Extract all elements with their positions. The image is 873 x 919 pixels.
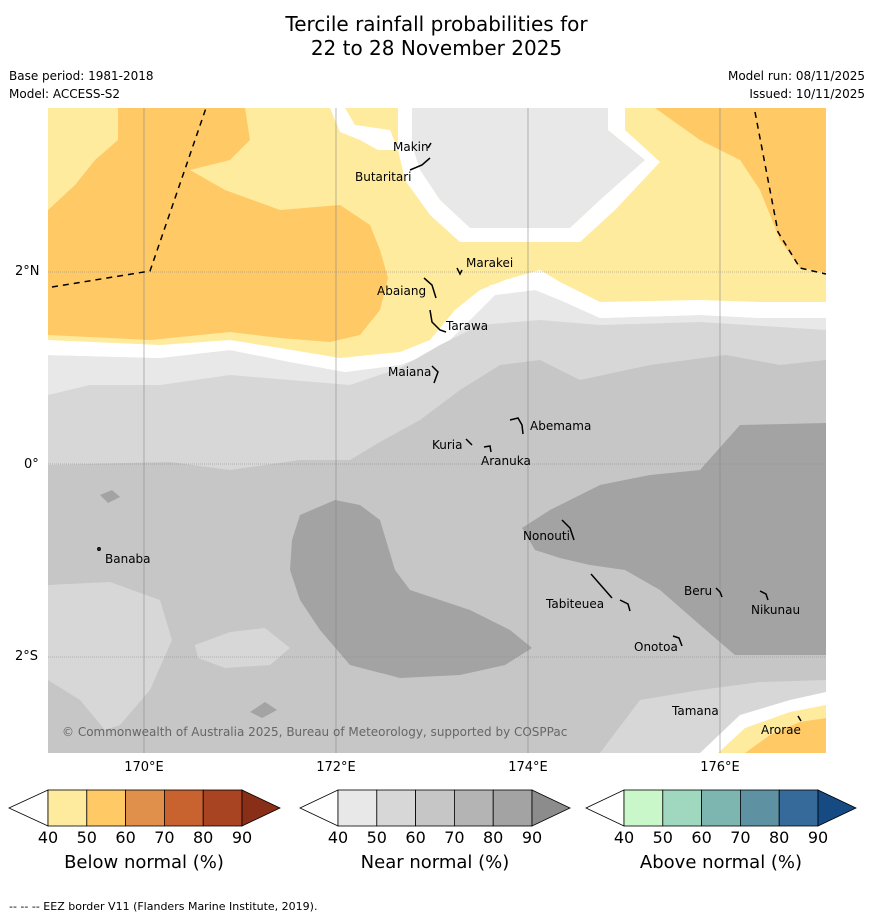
label-tabiteuea: Tabiteuea <box>545 597 604 611</box>
cbar-near-1 <box>337 789 378 827</box>
below-50-60-region-east <box>655 108 826 272</box>
island-outlines <box>97 142 802 722</box>
cbar-below-tick: 80 <box>193 828 214 847</box>
label-beru: Beru <box>684 584 712 598</box>
cbar-below-tick: 50 <box>76 828 97 847</box>
cbar-below-tick: 40 <box>37 828 59 847</box>
meta-right: Model run: 08/11/2025 Issued: 10/11/2025 <box>728 67 865 103</box>
colorbar-above <box>585 789 857 827</box>
cbar-above-tick: 90 <box>807 828 829 847</box>
near-70-80-region-central <box>290 500 532 678</box>
lat-label-2n: 2°N <box>15 264 40 279</box>
label-marakei: Marakei <box>466 256 513 270</box>
cbar-near-2 <box>376 789 416 827</box>
base-period: Base period: 1981-2018 <box>9 69 154 83</box>
label-arorae: Arorae <box>761 723 801 737</box>
cbar-above-4 <box>740 789 780 827</box>
map-title: Tercile rainfall probabilities for 22 to… <box>0 12 873 60</box>
lat-label-0: 0° <box>24 457 39 472</box>
title-line-2: 22 to 28 November 2025 <box>310 36 563 60</box>
cbar-above-under <box>585 789 625 827</box>
eez-border-west <box>51 107 207 288</box>
cbar-below-tick: 60 <box>115 828 136 847</box>
cbar-near-tick: 90 <box>521 828 543 847</box>
cbar-near-under <box>299 789 339 827</box>
label-butaritari: Butaritari <box>355 170 412 184</box>
cbar-above-tick: 50 <box>652 828 673 847</box>
graticule <box>48 108 826 753</box>
cbar-near-4 <box>453 789 494 827</box>
lon-label-176e: 176°E <box>700 760 740 775</box>
cbar-above-tick: 70 <box>730 828 751 847</box>
lon-label-172e: 172°E <box>316 760 356 775</box>
lon-label-170e: 170°E <box>124 760 164 775</box>
cbar-below-title: Below normal (%) <box>64 852 224 873</box>
near-70-80-region-east <box>522 423 826 655</box>
label-abemama: Abemama <box>530 419 591 433</box>
cbar-near-tick: 80 <box>483 828 504 847</box>
near-50-60-region-southwest <box>48 582 172 730</box>
label-abaiang: Abaiang <box>377 284 426 298</box>
below-50-60-region-west <box>48 108 388 342</box>
cbar-near-tick: 50 <box>366 828 387 847</box>
cbar-below-4 <box>163 789 204 827</box>
cbar-below-over <box>241 789 281 827</box>
label-makin: Makin <box>393 140 429 154</box>
cbar-above-1 <box>623 789 664 827</box>
cbar-near-title: Near normal (%) <box>360 852 510 873</box>
label-nikunau: Nikunau <box>751 603 800 617</box>
lon-label-174e: 174°E <box>508 760 548 775</box>
cbar-above-tick: 80 <box>769 828 790 847</box>
cbar-above-3 <box>701 789 741 827</box>
colorbar-below <box>8 789 281 827</box>
cbar-near-tick: 60 <box>405 828 426 847</box>
model-name: Model: ACCESS-S2 <box>9 87 121 101</box>
label-maiana: Maiana <box>388 365 431 379</box>
lat-label-2s: 2°S <box>15 649 39 664</box>
cbar-near-tick: 70 <box>444 828 465 847</box>
label-onotoa: Onotoa <box>634 640 678 654</box>
near-40-50-region-north <box>412 108 645 228</box>
cbar-below-5 <box>202 789 243 827</box>
issued-date: Issued: 10/11/2025 <box>749 87 865 101</box>
label-tamana: Tamana <box>671 704 719 718</box>
cbar-near-5 <box>492 789 533 827</box>
cbar-above-tick: 60 <box>691 828 712 847</box>
colorbar-near <box>299 789 571 827</box>
cbar-above-5 <box>778 789 819 827</box>
cbar-below-1 <box>47 789 88 827</box>
cbar-above-tick: 40 <box>613 828 635 847</box>
cbar-below-2 <box>86 789 127 827</box>
island-labels: Makin Butaritari Marakei Abaiang Tarawa … <box>105 140 801 737</box>
map-fills <box>48 108 826 753</box>
title-line-1: Tercile rainfall probabilities for <box>285 12 588 36</box>
meta-left: Base period: 1981-2018 Model: ACCESS-S2 <box>9 67 154 103</box>
model-run: Model run: 08/11/2025 <box>727 69 865 83</box>
cbar-below-3 <box>125 789 165 827</box>
cbar-above-over <box>817 789 857 827</box>
cbar-below-tick: 90 <box>231 828 253 847</box>
cbar-above-title: Above normal (%) <box>639 852 803 873</box>
label-kuria: Kuria <box>432 438 463 452</box>
cbar-above-2 <box>662 789 702 827</box>
cbar-below-tick: 70 <box>154 828 175 847</box>
cbar-near-tick: 40 <box>327 828 349 847</box>
copyright-notice: © Commonwealth of Australia 2025, Bureau… <box>62 725 567 739</box>
label-nonouti: Nonouti <box>523 529 570 543</box>
label-aranuka: Aranuka <box>481 454 531 468</box>
cbar-near-over <box>531 789 571 827</box>
label-tarawa: Tarawa <box>445 319 488 333</box>
eez-legend-note: -- -- -- EEZ border V11 (Flanders Marine… <box>9 900 318 913</box>
cbar-below-under <box>8 789 49 827</box>
eez-border-east <box>754 111 827 275</box>
label-banaba: Banaba <box>105 552 151 566</box>
cbar-near-3 <box>415 789 455 827</box>
